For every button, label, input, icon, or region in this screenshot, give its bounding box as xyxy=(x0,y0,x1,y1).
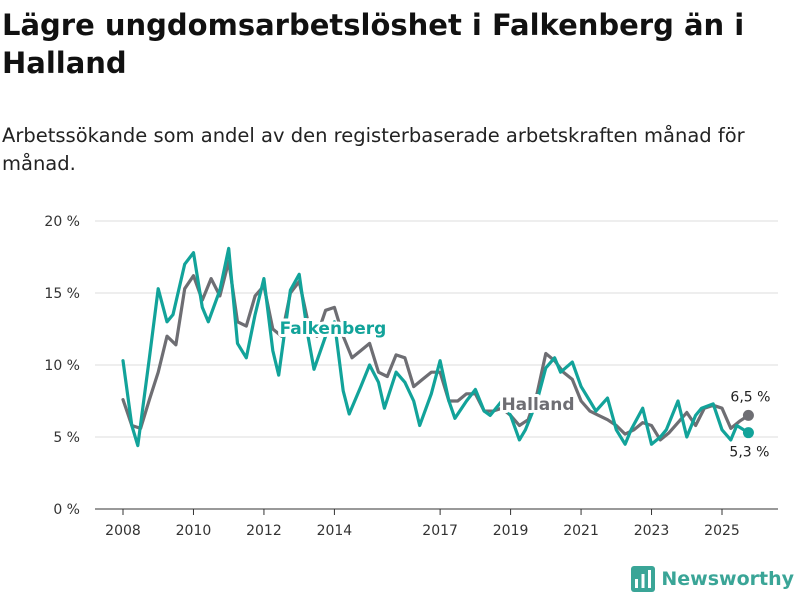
x-tick-label: 2010 xyxy=(176,523,212,539)
x-tick-label: 2019 xyxy=(493,523,529,539)
brand-logo: Newsworthy xyxy=(631,566,794,592)
brand-name: Newsworthy xyxy=(661,568,794,590)
series-layer xyxy=(121,246,754,448)
series-label-falkenberg: Falkenberg xyxy=(280,319,387,339)
series-line-falkenberg xyxy=(121,246,750,448)
x-axis: 2008 2010 2012 2014 2017 2019 2021 2023 2025 xyxy=(105,509,740,539)
label-layer: Falkenberg Halland 6,5 % 5,3 % xyxy=(277,316,773,463)
y-tick-label: 0 % xyxy=(53,502,80,518)
y-tick-label: 20 % xyxy=(44,214,80,230)
chart-title: Lägre ungdomsarbetslöshet i Falkenberg ä… xyxy=(2,8,745,80)
x-tick-label: 2023 xyxy=(634,523,670,539)
end-label-halland: 6,5 % xyxy=(730,389,770,405)
y-tick-label: 5 % xyxy=(53,430,80,446)
grid-layer xyxy=(95,220,778,510)
x-tick-label: 2014 xyxy=(317,523,353,539)
y-axis: 0 % 5 % 10 % 15 % 20 % xyxy=(44,214,80,518)
end-point-halland xyxy=(742,409,754,421)
y-tick-label: 15 % xyxy=(44,286,80,302)
x-tick-label: 2012 xyxy=(246,523,282,539)
x-tick-label: 2021 xyxy=(563,523,599,539)
x-tick-label: 2008 xyxy=(105,523,141,539)
end-point-falkenberg xyxy=(742,427,754,439)
series-label-halland: Halland xyxy=(501,395,574,415)
y-tick-label: 10 % xyxy=(44,358,80,374)
series-line-halland xyxy=(121,259,750,442)
x-tick-label: 2017 xyxy=(422,523,458,539)
end-label-falkenberg: 5,3 % xyxy=(729,445,769,461)
bar-chart-logo-icon xyxy=(631,566,656,592)
chart-subtitle: Arbetssökande som andel av den registerb… xyxy=(2,124,745,175)
x-tick-label: 2025 xyxy=(704,523,740,539)
